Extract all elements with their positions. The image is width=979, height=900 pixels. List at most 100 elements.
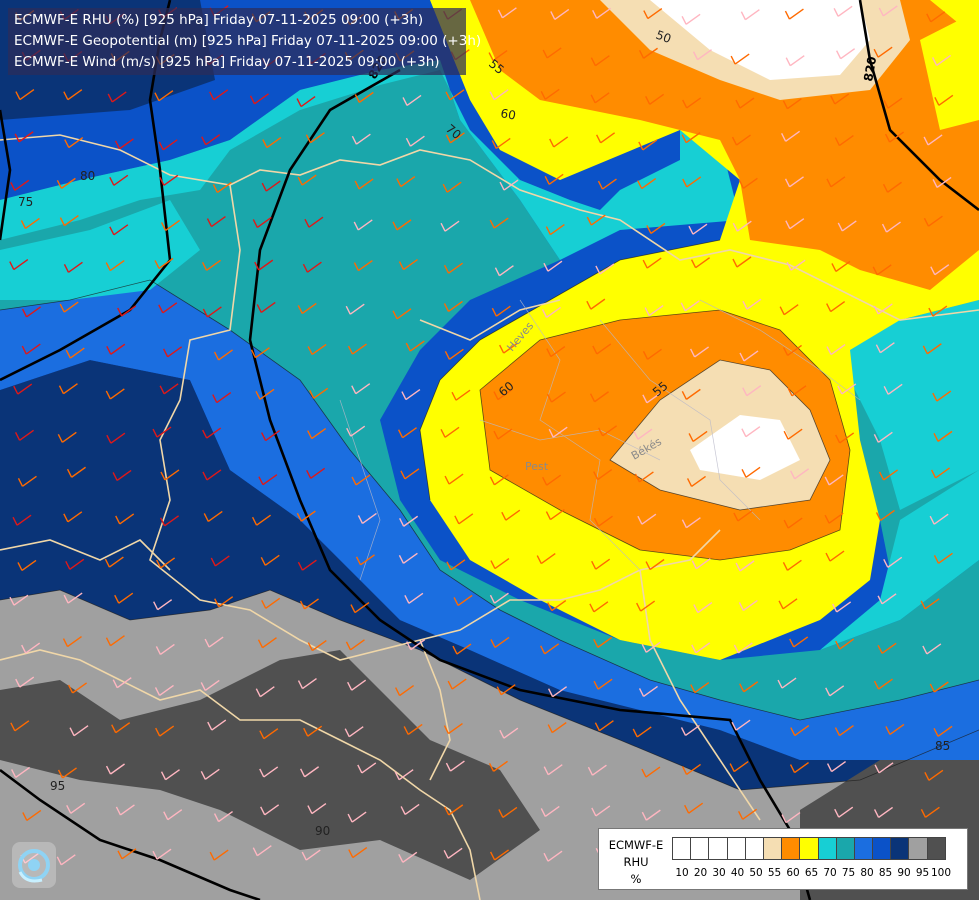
wind-barb bbox=[297, 559, 317, 571]
wind-barb bbox=[117, 305, 137, 317]
wind-barb bbox=[923, 134, 943, 146]
wind-barb bbox=[444, 804, 464, 816]
wind-barb bbox=[786, 259, 806, 271]
wind-barb bbox=[111, 722, 131, 734]
wind-barb bbox=[928, 305, 948, 317]
wind-barb bbox=[593, 636, 613, 648]
wind-barb bbox=[741, 466, 761, 478]
wind-barb bbox=[249, 93, 269, 105]
wind-barb bbox=[207, 719, 227, 731]
wind-barb bbox=[351, 474, 371, 486]
wind-barb bbox=[644, 304, 664, 317]
legend-tick: 40 bbox=[730, 867, 745, 879]
wind-barb bbox=[213, 810, 233, 823]
wind-barb bbox=[782, 344, 802, 356]
wind-barb bbox=[688, 430, 708, 442]
wind-barb bbox=[543, 850, 563, 862]
wind-barb bbox=[445, 132, 465, 144]
wind-barb bbox=[452, 643, 472, 655]
contour-label: 95 bbox=[50, 779, 65, 793]
wind-barb bbox=[494, 265, 514, 277]
wind-barb bbox=[152, 426, 172, 438]
wind-barb bbox=[210, 555, 230, 567]
wind-barb bbox=[355, 554, 375, 566]
wind-barb bbox=[403, 723, 423, 736]
wind-barb bbox=[778, 598, 798, 610]
wind-barb bbox=[259, 728, 279, 740]
wind-barb bbox=[162, 346, 183, 358]
wind-barb bbox=[260, 804, 280, 816]
wind-barb bbox=[781, 812, 801, 824]
wind-barb bbox=[65, 558, 85, 570]
wind-barb bbox=[154, 257, 174, 270]
wind-barb bbox=[65, 347, 85, 359]
legend-swatches bbox=[672, 837, 946, 860]
wind-barb bbox=[489, 474, 509, 486]
wind-barb bbox=[933, 552, 953, 564]
wind-barb bbox=[633, 428, 653, 440]
wind-barb bbox=[735, 97, 755, 109]
cyclone-logo-icon bbox=[12, 842, 56, 888]
wind-barb bbox=[114, 138, 134, 150]
wind-barb bbox=[491, 305, 511, 317]
wind-barb bbox=[159, 174, 179, 186]
wind-barb bbox=[398, 258, 418, 271]
wind-barb bbox=[254, 259, 274, 271]
wind-barb bbox=[347, 343, 367, 355]
wind-barb bbox=[347, 811, 367, 823]
wind-barb bbox=[443, 722, 463, 735]
wind-barb bbox=[63, 592, 83, 604]
wind-barb bbox=[874, 762, 894, 774]
wind-barb bbox=[875, 342, 895, 354]
geopotential-title: ECMWF-E Geopotential (m) [925 hPa] Frida… bbox=[14, 33, 482, 49]
wind-barb bbox=[445, 760, 465, 772]
wind-barb bbox=[781, 130, 801, 142]
legend-swatch bbox=[926, 837, 946, 860]
wind-barb bbox=[547, 599, 567, 612]
wind-barb bbox=[930, 264, 950, 276]
wind-barb bbox=[214, 596, 234, 608]
wind-barb bbox=[782, 559, 802, 571]
wind-barb bbox=[405, 340, 425, 352]
wind-barb bbox=[115, 513, 135, 525]
legend-swatch bbox=[726, 837, 746, 860]
rhu-area-cyan-west bbox=[0, 200, 200, 300]
legend-tick: 60 bbox=[786, 867, 800, 879]
legend-swatch bbox=[708, 837, 728, 860]
legend-swatch bbox=[890, 837, 910, 860]
wind-barb bbox=[306, 467, 326, 479]
wind-barb bbox=[490, 636, 510, 648]
wind-barb bbox=[739, 681, 759, 693]
wind-barb bbox=[58, 383, 78, 395]
wind-barb bbox=[597, 425, 618, 437]
wind-barb bbox=[105, 635, 125, 647]
wind-barb bbox=[690, 257, 711, 269]
wind-barb bbox=[63, 89, 83, 101]
wind-barb bbox=[785, 218, 805, 230]
wind-barb bbox=[824, 474, 844, 486]
wind-barb bbox=[732, 256, 752, 268]
legend-swatch bbox=[835, 837, 855, 860]
legend-swatch bbox=[799, 837, 819, 860]
wind-barb bbox=[590, 92, 610, 104]
wind-barb bbox=[637, 177, 657, 190]
wind-barb bbox=[920, 598, 940, 610]
wind-barb bbox=[547, 721, 567, 734]
contour-label: 80 bbox=[80, 169, 95, 183]
contour-label: 60 bbox=[499, 106, 516, 122]
wind-barb bbox=[926, 11, 946, 23]
legend-tick: 90 bbox=[897, 867, 911, 879]
rhu-area-teal bbox=[0, 60, 979, 720]
wind-barb bbox=[201, 134, 221, 146]
legend-swatch bbox=[853, 837, 874, 860]
wind-barb bbox=[636, 600, 656, 612]
wind-barb bbox=[261, 180, 281, 192]
wind-barb bbox=[691, 642, 711, 654]
wind-barb bbox=[297, 302, 317, 315]
wind-barb bbox=[784, 176, 804, 188]
wind-barb bbox=[730, 53, 750, 65]
wind-barb bbox=[56, 177, 76, 189]
wind-barb bbox=[790, 468, 810, 480]
wind-barb bbox=[109, 224, 129, 236]
wind-barb bbox=[645, 93, 665, 105]
